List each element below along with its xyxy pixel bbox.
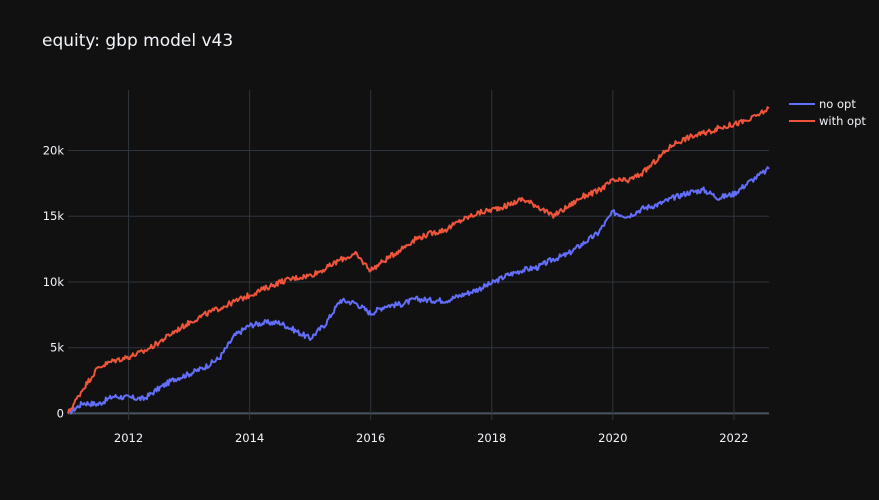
- series-lines: [67, 106, 770, 415]
- series-line-no-opt[interactable]: [67, 166, 770, 415]
- y-tick-label: 15k: [43, 209, 65, 223]
- chart-title: equity: gbp model v43: [42, 31, 233, 51]
- axis-tick-labels: 0 5k 10k 15k 20k 2012 2014 2016 2018 2020 2022: [43, 143, 749, 445]
- y-tick-label: 5k: [50, 341, 64, 355]
- x-tick-label: 2022: [719, 431, 748, 445]
- y-tick-label: 0: [57, 406, 64, 420]
- legend-label-no-opt[interactable]: no opt: [819, 97, 856, 111]
- x-tick-label: 2020: [598, 431, 627, 445]
- legend-label-with-opt[interactable]: with opt: [819, 114, 866, 128]
- y-tick-label: 20k: [43, 143, 65, 157]
- y-tick-label: 10k: [43, 275, 65, 289]
- series-line-with-opt[interactable]: [67, 106, 770, 414]
- x-tick-label: 2018: [477, 431, 506, 445]
- x-tick-label: 2014: [235, 431, 264, 445]
- x-tick-label: 2012: [114, 431, 143, 445]
- x-tick-label: 2016: [356, 431, 385, 445]
- grid-lines: [68, 90, 769, 420]
- legend[interactable]: no opt with opt: [789, 97, 866, 128]
